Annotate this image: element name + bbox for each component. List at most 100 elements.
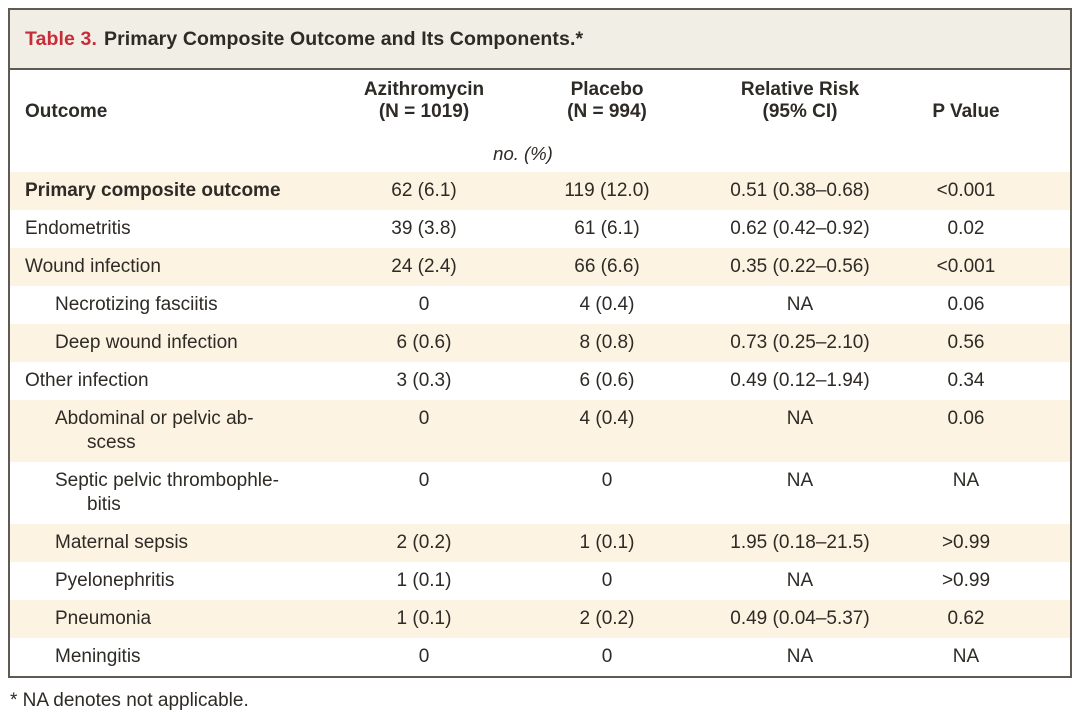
table-title: Primary Composite Outcome and Its Compon… [103,27,584,50]
cell-azithromycin: 3 (0.3) [396,370,452,391]
row-label-line: Maternal sepsis [55,532,189,553]
row-label: Wound infection [10,255,340,279]
row-label: Pyelonephritis [10,569,340,593]
cell-placebo: 2 (0.2) [579,608,635,629]
column-header-outcome: Outcome [25,101,108,122]
cell-azithromycin: 39 (3.8) [391,218,457,239]
row-label: Primary composite outcome [10,179,340,203]
cell-relative-risk: 0.49 (0.12–1.94) [730,370,870,391]
row-label-line: scess [87,432,136,453]
table-row: Abdominal or pelvic ab-scess 0 4 (0.4) N… [10,400,1070,462]
row-label: Other infection [10,369,340,393]
cell-relative-risk: NA [786,294,814,315]
column-header-line: Placebo [570,79,644,100]
cell-relative-risk: NA [786,570,814,591]
table-row: Endometritis 39 (3.8) 61 (6.1) 0.62 (0.4… [10,210,1070,248]
table-footnote: * NA denotes not applicable. [10,690,249,711]
cell-azithromycin: 0 [418,470,430,491]
row-label-line: Pneumonia [55,608,152,629]
cell-relative-risk: 0.49 (0.04–5.37) [730,608,870,629]
table-number: Table 3. [25,27,97,50]
table-row: Meningitis 0 0 NA NA [10,638,1070,676]
row-label: Septic pelvic thrombophle-bitis [10,469,340,517]
units-note: no. (%) [493,143,553,164]
cell-azithromycin: 62 (6.1) [391,180,457,201]
row-label-line: Septic pelvic thrombophle- [55,470,279,491]
cell-placebo: 1 (0.1) [579,532,635,553]
row-label-line: Endometritis [25,218,131,239]
cell-relative-risk: NA [786,408,814,429]
row-label-line: Other infection [25,370,149,391]
row-label-line: Deep wound infection [55,332,238,353]
table-body: Primary composite outcome 62 (6.1) 119 (… [10,172,1070,676]
row-label-line: Abdominal or pelvic ab- [55,408,254,429]
cell-p-value: NA [952,646,980,667]
cell-placebo: 8 (0.8) [579,332,635,353]
cell-placebo: 4 (0.4) [579,408,635,429]
cell-azithromycin: 2 (0.2) [396,532,452,553]
row-label-line: Meningitis [55,646,141,667]
cell-p-value: 0.02 [947,218,985,239]
cell-placebo: 61 (6.1) [574,218,640,239]
row-label-line: Pyelonephritis [55,570,175,591]
column-header-line: Relative Risk [740,79,860,100]
cell-relative-risk: 0.73 (0.25–2.10) [730,332,870,353]
column-header-p-value: P Value [932,101,1000,122]
row-label: Maternal sepsis [10,531,340,555]
cell-p-value: 0.56 [947,332,985,353]
cell-relative-risk: 1.95 (0.18–21.5) [730,532,870,553]
column-header-relative-risk: Relative Risk (95% CI) [706,79,894,123]
row-label-line: Wound infection [25,256,161,277]
cell-relative-risk: 0.62 (0.42–0.92) [730,218,870,239]
cell-p-value: NA [952,470,980,491]
cell-p-value: 0.34 [947,370,985,391]
cell-p-value: 0.62 [947,608,985,629]
row-label: Meningitis [10,645,340,669]
cell-p-value: <0.001 [936,256,996,277]
table-row: Maternal sepsis 2 (0.2) 1 (0.1) 1.95 (0.… [10,524,1070,562]
row-label-line: Necrotizing fasciitis [55,294,218,315]
outcome-table: Table 3. Primary Composite Outcome and I… [8,8,1072,678]
cell-placebo: 0 [601,646,613,667]
table-row: Wound infection 24 (2.4) 66 (6.6) 0.35 (… [10,248,1070,286]
cell-azithromycin: 24 (2.4) [391,256,457,277]
table-header-row: Outcome Azithromycin (N = 1019) Placebo … [10,70,1070,136]
table-row: Necrotizing fasciitis 0 4 (0.4) NA 0.06 [10,286,1070,324]
cell-placebo: 0 [601,570,613,591]
column-header-line: (N = 994) [567,101,647,122]
cell-placebo: 66 (6.6) [574,256,640,277]
cell-p-value: <0.001 [936,180,996,201]
cell-p-value: >0.99 [941,532,991,553]
cell-azithromycin: 0 [418,646,430,667]
row-label: Pneumonia [10,607,340,631]
cell-relative-risk: 0.51 (0.38–0.68) [730,180,870,201]
cell-relative-risk: NA [786,646,814,667]
cell-azithromycin: 0 [418,408,430,429]
cell-relative-risk: 0.35 (0.22–0.56) [730,256,870,277]
cell-placebo: 0 [601,470,613,491]
column-header-azithromycin: Azithromycin (N = 1019) [340,79,508,123]
table-row: Pneumonia 1 (0.1) 2 (0.2) 0.49 (0.04–5.3… [10,600,1070,638]
cell-placebo: 4 (0.4) [579,294,635,315]
row-label-line: bitis [87,494,121,515]
column-header-line: (N = 1019) [378,101,470,122]
row-label: Endometritis [10,217,340,241]
cell-placebo: 119 (12.0) [564,180,650,201]
table-title-bar: Table 3. Primary Composite Outcome and I… [10,10,1070,70]
cell-azithromycin: 1 (0.1) [396,570,452,591]
row-label: Necrotizing fasciitis [10,293,340,317]
column-header-line: (95% CI) [762,101,838,122]
row-label: Deep wound infection [10,331,340,355]
table-row: Pyelonephritis 1 (0.1) 0 NA >0.99 [10,562,1070,600]
cell-azithromycin: 1 (0.1) [396,608,452,629]
cell-p-value: 0.06 [947,408,985,429]
table-row: Deep wound infection 6 (0.6) 8 (0.8) 0.7… [10,324,1070,362]
cell-placebo: 6 (0.6) [579,370,635,391]
row-label: Abdominal or pelvic ab-scess [10,407,340,455]
table-row: Primary composite outcome 62 (6.1) 119 (… [10,172,1070,210]
row-label-line: Primary composite outcome [25,180,281,201]
column-header-placebo: Placebo (N = 994) [508,79,706,123]
cell-p-value: >0.99 [941,570,991,591]
cell-azithromycin: 6 (0.6) [396,332,452,353]
